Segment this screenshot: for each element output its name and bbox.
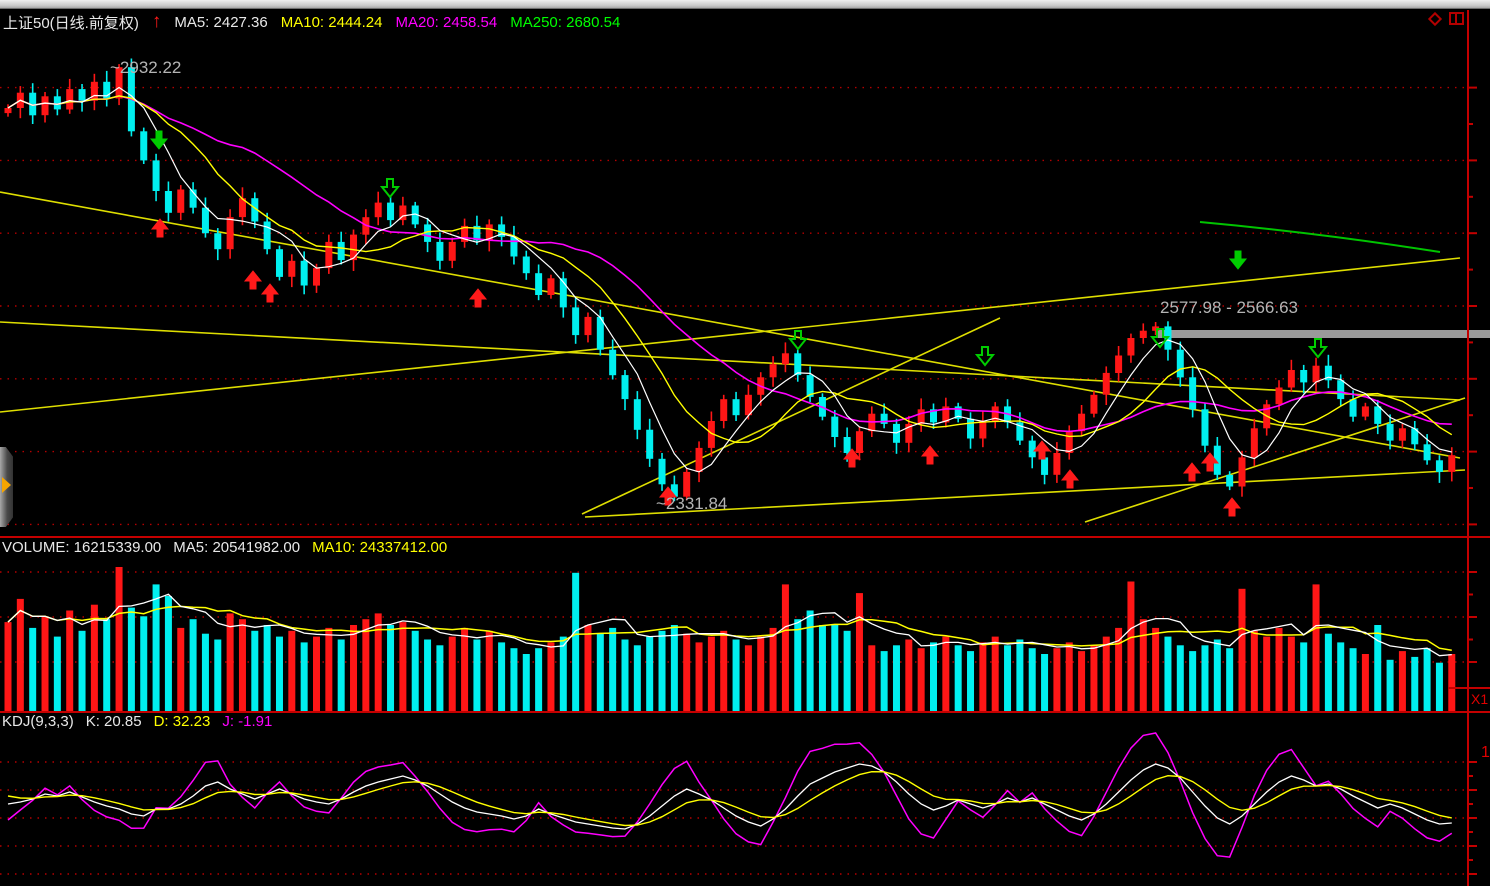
volume-bars-chart[interactable]: [0, 560, 1490, 712]
low-price-annotation: ~2331.84: [656, 494, 728, 513]
volume-ma10-value: MA10: 24337412.00: [312, 539, 448, 556]
main-candlestick-chart[interactable]: [0, 33, 1490, 533]
volume-ma5-value: MA5: 20541982.00: [173, 539, 301, 556]
instrument-title: 上证50(日线.前复权): [3, 14, 139, 32]
volume-kdj-divider: [0, 711, 1490, 713]
volume-scale-label: X1: [1471, 691, 1489, 707]
right-price-axis: [1467, 10, 1469, 886]
ma10-value: MA10: 2444.24: [280, 13, 383, 31]
window-layout-icon[interactable]: [1449, 12, 1464, 25]
window-top-strip: [0, 0, 1490, 9]
kdj-scale-partial-label: 1: [1481, 744, 1490, 761]
header-icons: [1427, 11, 1464, 26]
kdj-j-value: J: -1.91: [222, 713, 273, 730]
diamond-icon[interactable]: [1427, 11, 1443, 26]
kdj-k-value: K: 20.85: [85, 713, 142, 730]
axis-cell-border: [1448, 687, 1490, 689]
peak-price-annotation: ~2932.22: [110, 58, 182, 77]
kdj-name: KDJ(9,3,3): [2, 713, 74, 730]
gap-range-annotation: 2577.98 - 2566.63: [1160, 298, 1299, 317]
up-arrow-icon: ↑: [151, 11, 162, 32]
kdj-header: KDJ(9,3,3) K: 20.85 D: 32.23 J: -1.91: [2, 713, 272, 730]
volume-value: VOLUME: 16215339.00: [2, 539, 162, 556]
flyout-expand-icon[interactable]: [2, 477, 11, 493]
chart-header: 上证50(日线.前复权) ↑ MA5: 2427.36 MA10: 2444.2…: [3, 11, 620, 33]
main-volume-divider: [0, 536, 1490, 538]
ma20-value: MA20: 2458.54: [395, 13, 498, 31]
ma250-value: MA250: 2680.54: [510, 13, 621, 31]
volume-header: VOLUME: 16215339.00 MA5: 20541982.00 MA1…: [2, 539, 447, 556]
ma5-value: MA5: 2427.36: [174, 13, 268, 31]
kdj-d-value: D: 32.23: [153, 713, 211, 730]
kdj-indicator-chart[interactable]: [0, 732, 1490, 886]
